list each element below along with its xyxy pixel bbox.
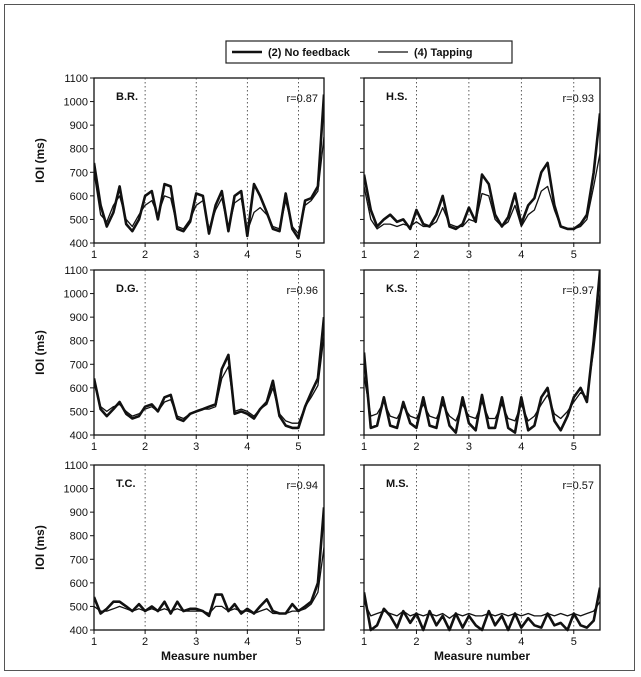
y-tick-label: 500: [70, 214, 88, 226]
x-axis-label: Measure number: [434, 649, 530, 663]
x-tick-label: 4: [518, 636, 524, 648]
y-tick-label: 400: [70, 625, 88, 637]
series-tapping: [94, 136, 324, 235]
y-tick-label: 400: [70, 430, 88, 442]
panel-hs: 1 2 3 4 5 H.S. r=0.93: [360, 77, 601, 261]
x-tick-label: 2: [413, 441, 419, 453]
series-tapping: [94, 335, 324, 424]
x-tick-label: 4: [518, 441, 524, 453]
y-tick-label: 800: [70, 336, 88, 348]
x-tick-label: 4: [518, 249, 524, 261]
series-no-feedback: [364, 587, 600, 632]
y-tick-label: 600: [70, 578, 88, 590]
legend-label-1: (2) No feedback: [268, 47, 351, 59]
panel-label: B.R.: [116, 91, 138, 103]
series-no-feedback: [364, 269, 600, 434]
y-tick-label: 1000: [64, 97, 88, 109]
y-tick-label: 900: [70, 120, 88, 132]
y-tick-label: 400: [70, 238, 88, 250]
x-tick-label: 5: [295, 441, 301, 453]
x-tick-label: 1: [91, 441, 97, 453]
x-tick-label: 4: [244, 249, 250, 261]
series-tapping: [94, 547, 324, 615]
correlation-label: r=0.96: [287, 285, 319, 297]
panel-label: K.S.: [386, 283, 407, 295]
y-tick-label: 1100: [64, 265, 88, 277]
y-tick-label: 800: [70, 531, 88, 543]
x-tick-label: 3: [193, 441, 199, 453]
panel-label: T.C.: [116, 478, 136, 490]
x-tick-label: 3: [466, 249, 472, 261]
x-tick-label: 1: [91, 636, 97, 648]
x-tick-label: 5: [295, 636, 301, 648]
correlation-label: r=0.93: [563, 93, 595, 105]
y-tick-label: 700: [70, 359, 88, 371]
y-axis-label: IOI (ms): [33, 330, 47, 375]
y-tick-label: 600: [70, 191, 88, 203]
panel-frame: [93, 269, 325, 436]
series-no-feedback: [364, 113, 600, 231]
panel-ms: 1 2 3 4 5 Measure number M.S. r=0.57: [360, 464, 601, 663]
series-no-feedback: [94, 507, 324, 618]
correlation-label: r=0.94: [287, 480, 319, 492]
panel-label: D.G.: [116, 283, 139, 295]
panel-label: M.S.: [386, 478, 409, 490]
correlation-label: r=0.87: [287, 93, 319, 105]
y-tick-label: 700: [70, 554, 88, 566]
x-tick-label: 4: [244, 441, 250, 453]
x-axis-label: Measure number: [161, 649, 257, 663]
y-axis-label: IOI (ms): [33, 138, 47, 183]
x-tick-label: 1: [361, 636, 367, 648]
series-no-feedback: [94, 94, 324, 240]
panel-tc: 400 500 600 700 800 900 1000 1100 1 2 3 4 5 IOI (ms) M…: [33, 460, 325, 663]
x-tick-label: 1: [91, 249, 97, 261]
x-tick-label: 4: [244, 636, 250, 648]
y-tick-label: 900: [70, 507, 88, 519]
legend-box: [225, 40, 513, 64]
panel-frame: [363, 77, 601, 244]
panel-dg: 400 500 600 700 800 900 1000 1100 1 2 3 4 5 IOI (ms) D…: [33, 265, 325, 453]
y-tick-label: 700: [70, 167, 88, 179]
x-tick-label: 3: [466, 636, 472, 648]
y-tick-label: 1100: [64, 460, 88, 472]
panel-frame: [93, 77, 325, 244]
series-tapping: [364, 601, 600, 619]
x-tick-label: 2: [142, 636, 148, 648]
x-tick-label: 1: [361, 249, 367, 261]
x-tick-label: 2: [142, 249, 148, 261]
correlation-label: r=0.97: [563, 285, 595, 297]
panel-ks: 1 2 3 4 5 K.S. r=0.97: [360, 269, 601, 453]
x-tick-label: 3: [193, 249, 199, 261]
legend: (2) No feedback (4) Tapping: [225, 40, 513, 64]
x-tick-label: 3: [193, 636, 199, 648]
x-tick-label: 3: [466, 441, 472, 453]
x-tick-label: 2: [413, 249, 419, 261]
x-tick-label: 5: [571, 636, 577, 648]
x-tick-label: 5: [571, 249, 577, 261]
series-tapping: [364, 153, 600, 230]
y-tick-label: 900: [70, 312, 88, 324]
y-tick-label: 800: [70, 144, 88, 156]
panel-br: 400 500 600 700 800 900 1000 1100 1 2 3 4 5 IOI (ms) B…: [33, 73, 325, 261]
legend-label-2: (4) Tapping: [414, 47, 472, 59]
panel-label: H.S.: [386, 91, 407, 103]
x-tick-label: 2: [142, 441, 148, 453]
y-axis-label: IOI (ms): [33, 525, 47, 570]
x-tick-label: 2: [413, 636, 419, 648]
series-no-feedback: [94, 316, 324, 430]
y-tick-label: 1000: [64, 289, 88, 301]
y-tick-label: 500: [70, 601, 88, 613]
x-tick-label: 5: [295, 249, 301, 261]
x-tick-label: 5: [571, 441, 577, 453]
series-tapping: [364, 293, 600, 422]
y-tick-label: 1000: [64, 484, 88, 496]
y-tick-label: 600: [70, 383, 88, 395]
y-tick-label: 1100: [64, 73, 88, 85]
x-tick-label: 1: [361, 441, 367, 453]
y-tick-label: 500: [70, 406, 88, 418]
correlation-label: r=0.57: [563, 480, 595, 492]
